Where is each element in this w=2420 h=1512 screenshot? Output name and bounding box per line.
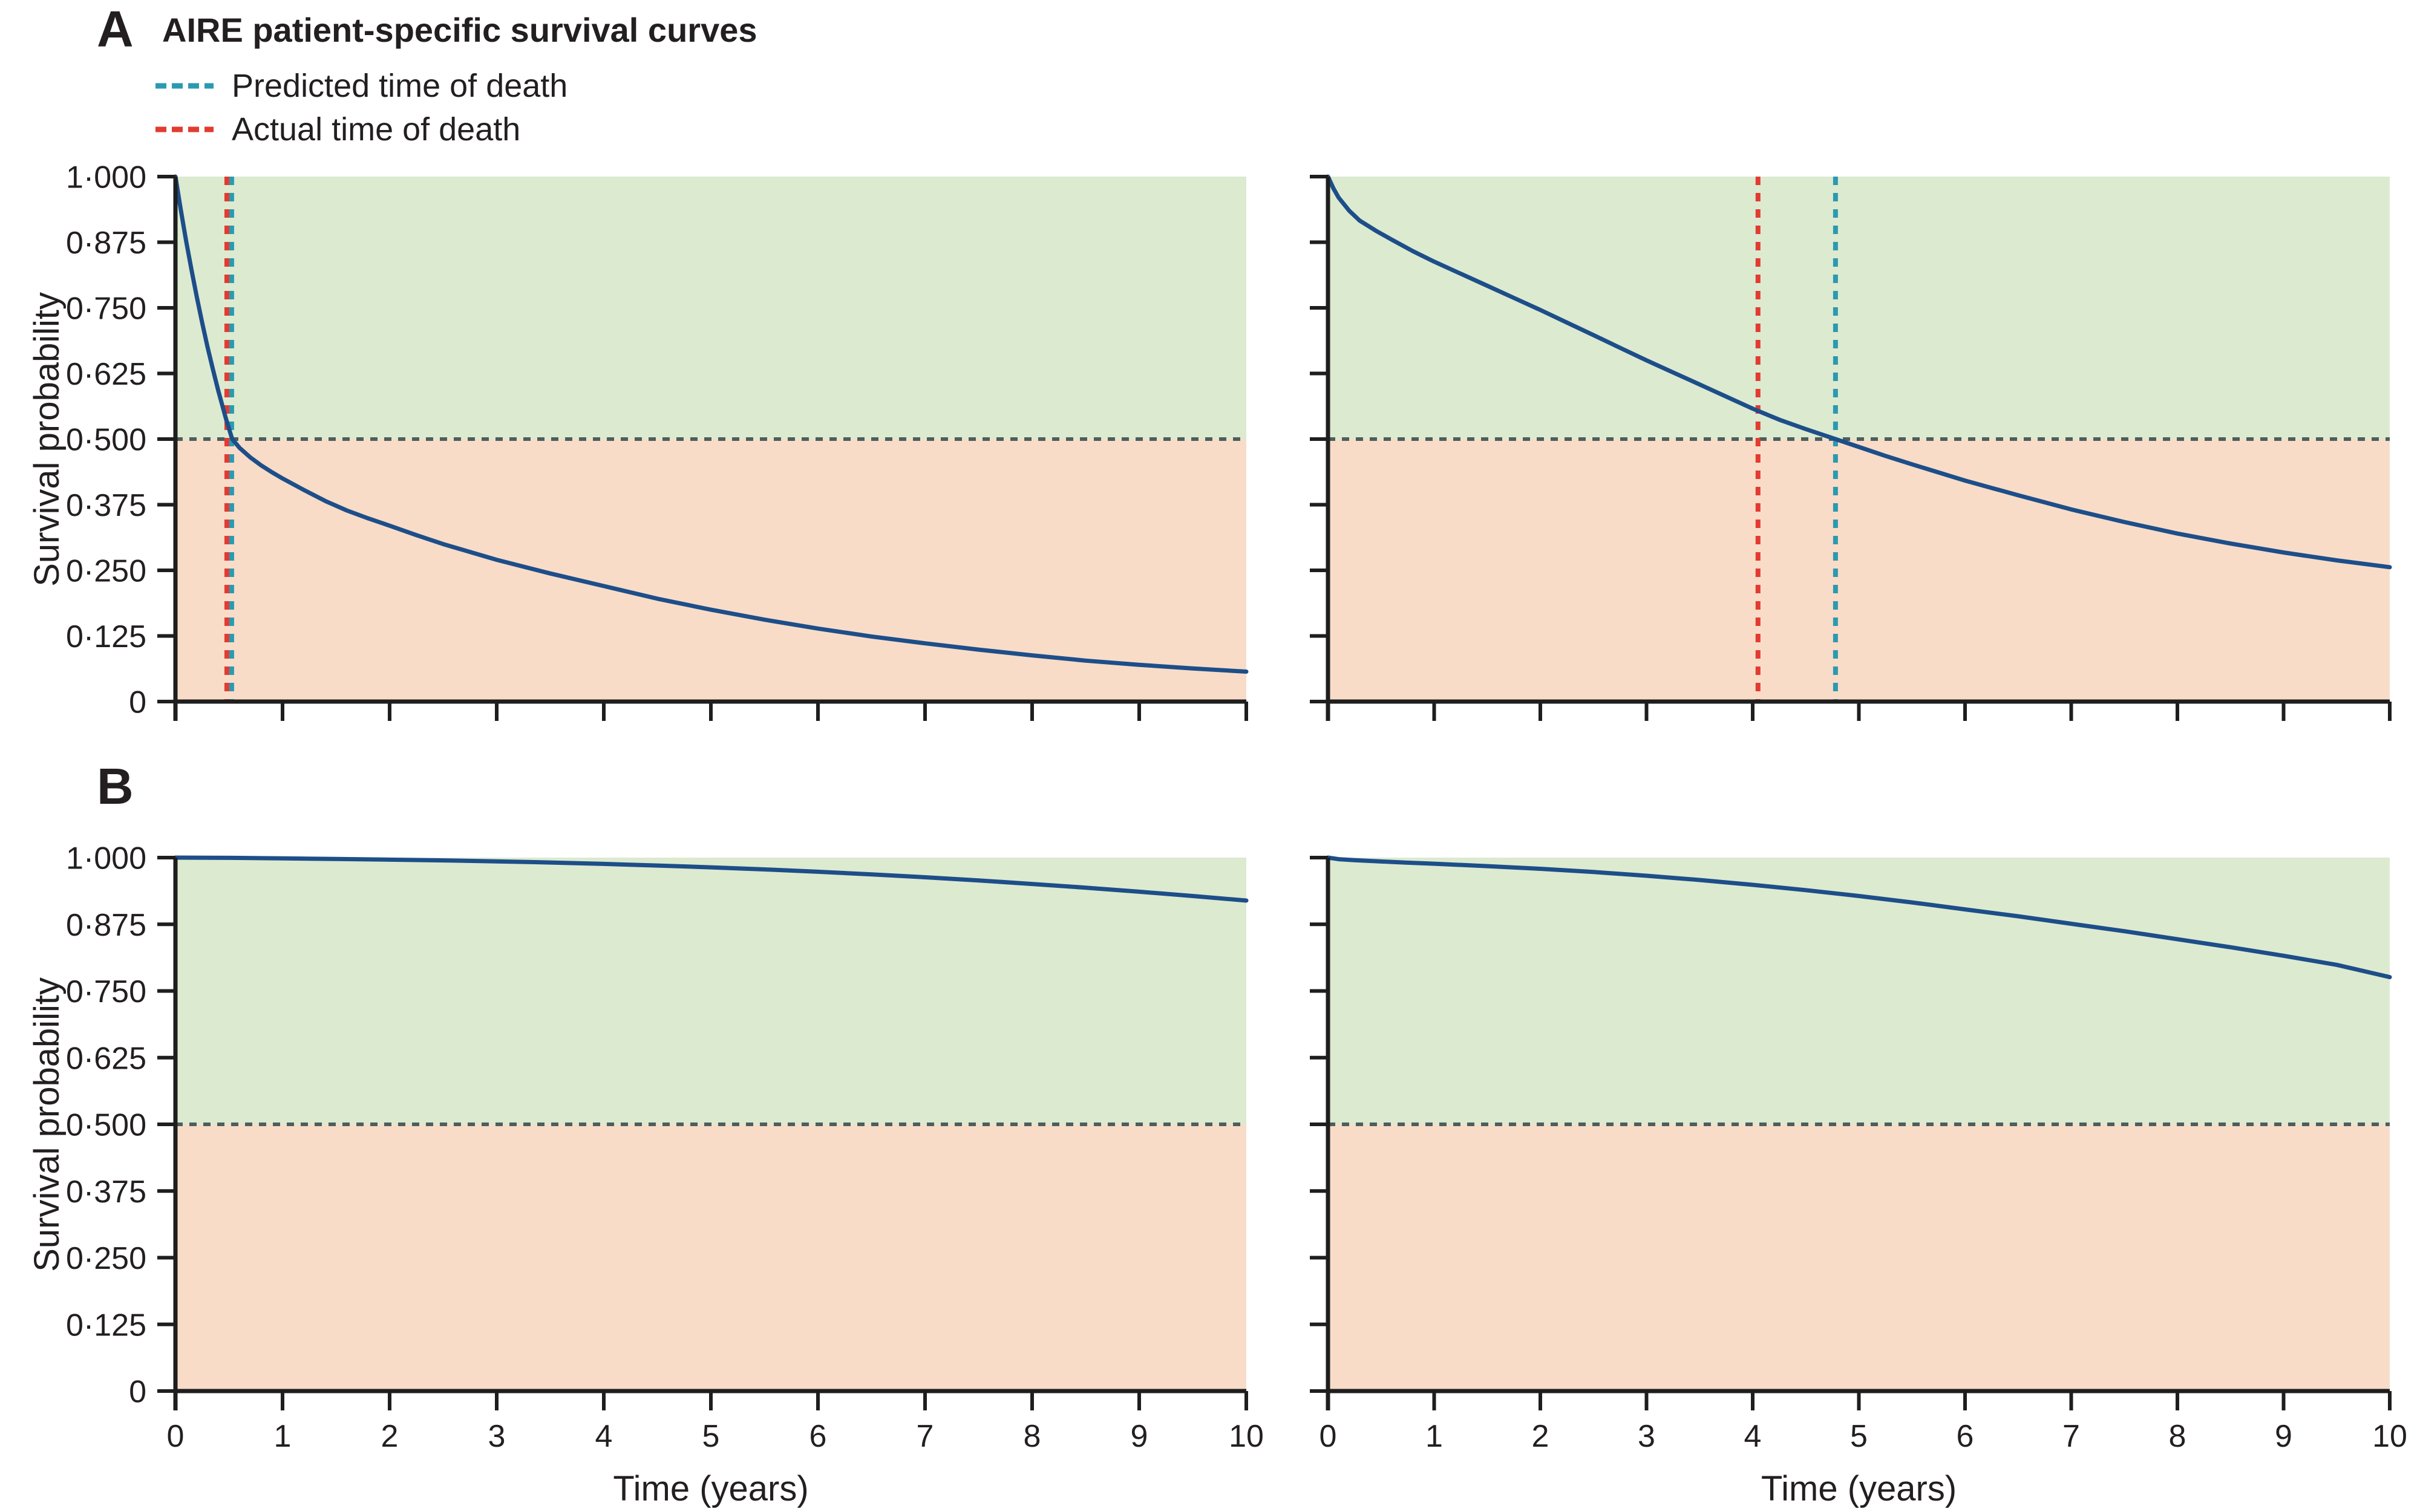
survival-plot-a-right: [1310, 174, 2392, 721]
svg-text:0·625: 0·625: [66, 357, 146, 392]
svg-text:2: 2: [381, 1419, 399, 1454]
svg-text:0·500: 0·500: [66, 423, 146, 458]
svg-text:0: 0: [129, 685, 146, 720]
svg-text:1: 1: [274, 1419, 292, 1454]
svg-text:0·125: 0·125: [66, 1308, 146, 1343]
svg-text:1·000: 1·000: [66, 160, 146, 195]
figure-title: AIRE patient-specific survival curves: [162, 11, 757, 49]
svg-text:1: 1: [1425, 1419, 1443, 1454]
svg-text:0: 0: [1320, 1419, 1337, 1454]
svg-text:8: 8: [2169, 1419, 2186, 1454]
svg-text:0·875: 0·875: [66, 226, 146, 261]
svg-text:4: 4: [595, 1419, 613, 1454]
svg-text:0·875: 0·875: [66, 908, 146, 943]
svg-text:9: 9: [1131, 1419, 1148, 1454]
svg-text:0: 0: [167, 1419, 185, 1454]
svg-text:0·250: 0·250: [66, 554, 146, 589]
svg-text:0·750: 0·750: [66, 974, 146, 1009]
svg-text:8: 8: [1024, 1419, 1041, 1454]
y-axis-title-panel-b: Survival probability: [27, 977, 67, 1272]
legend-item-actual: Actual time of death: [154, 112, 520, 146]
x-axis-title-bottom-right: Time (years): [1761, 1469, 1957, 1508]
svg-text:10: 10: [2372, 1419, 2407, 1454]
legend-label-actual: Actual time of death: [232, 111, 521, 148]
svg-text:5: 5: [702, 1419, 720, 1454]
svg-text:10: 10: [1229, 1419, 1264, 1454]
svg-text:0: 0: [129, 1375, 146, 1410]
svg-text:6: 6: [1957, 1419, 1974, 1454]
y-axis-title-panel-a: Survival probability: [27, 292, 67, 587]
survival-plot-a-left: 0 0·125 0·250 0·375 0·500 0·625 0·750 0·875 1·00…: [66, 160, 1249, 721]
svg-text:0·125: 0·125: [66, 619, 146, 654]
panel-b-label: B: [97, 758, 134, 815]
x-axis-title-bottom-left: Time (years): [613, 1469, 809, 1508]
svg-text:1·000: 1·000: [66, 841, 146, 876]
svg-text:0·750: 0·750: [66, 292, 146, 327]
svg-text:0·375: 0·375: [66, 1175, 146, 1210]
svg-text:0·500: 0·500: [66, 1108, 146, 1143]
legend-label-predicted: Predicted time of death: [232, 68, 568, 104]
svg-text:0·250: 0·250: [66, 1241, 146, 1276]
panel-a-label: A: [97, 1, 134, 57]
predicted-dash-icon: [155, 83, 214, 89]
svg-text:9: 9: [2275, 1419, 2292, 1454]
svg-text:6: 6: [809, 1419, 827, 1454]
legend-item-predicted: Predicted time of death: [154, 69, 567, 103]
svg-text:3: 3: [488, 1419, 506, 1454]
svg-text:7: 7: [2062, 1419, 2080, 1454]
svg-text:2: 2: [1532, 1419, 1549, 1454]
actual-dash-icon: [155, 126, 214, 132]
svg-text:4: 4: [1744, 1419, 1762, 1454]
survival-plot-b-left: 0 0·125 0·250 0·375 0·500 0·625 0·750 0·875 1·00…: [66, 841, 1264, 1454]
survival-plot-b-right: 0 1 2 3 4 5 6 7 8 9 10: [1310, 855, 2407, 1454]
svg-text:0·375: 0·375: [66, 488, 146, 523]
svg-text:7: 7: [917, 1419, 934, 1454]
svg-text:0·625: 0·625: [66, 1041, 146, 1076]
svg-text:5: 5: [1850, 1419, 1868, 1454]
svg-text:3: 3: [1638, 1419, 1655, 1454]
